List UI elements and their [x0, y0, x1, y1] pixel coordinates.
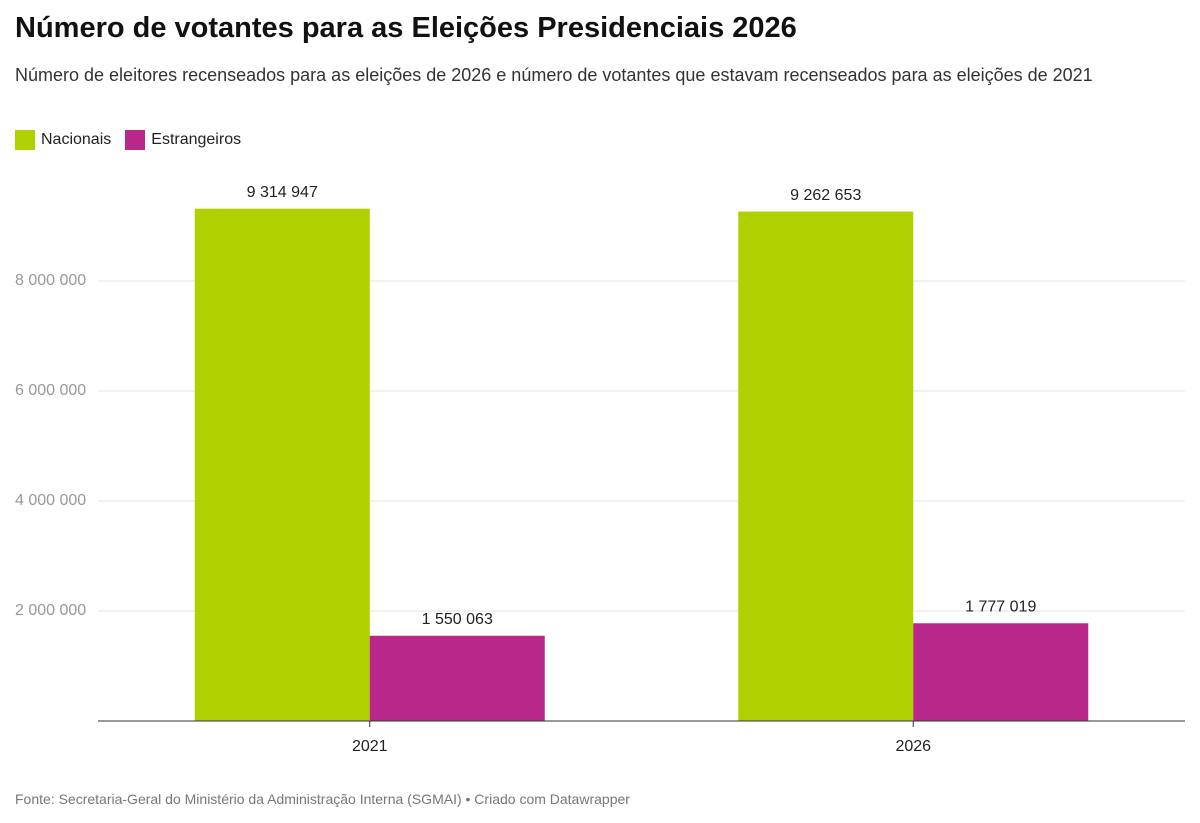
chart-subtitle: Número de eleitores recenseados para as …: [15, 65, 1093, 85]
chart-title: Número de votantes para as Eleições Pres…: [15, 12, 797, 44]
y-tick-label: 8 000 000: [15, 272, 86, 289]
y-tick-label: 6 000 000: [15, 382, 86, 399]
value-label: 1 777 019: [965, 598, 1036, 615]
legend-item: Estrangeiros: [125, 130, 241, 150]
y-tick-label: 4 000 000: [15, 492, 86, 509]
chart: 2 000 000 4 000 000 6 000 000 8 000 000 9 31…: [15, 184, 1185, 755]
legend-label: Nacionais: [41, 131, 112, 148]
value-label: 1 550 063: [422, 611, 493, 628]
legend-item: Nacionais: [15, 130, 111, 150]
legend-label: Estrangeiros: [151, 131, 242, 148]
bar: [369, 635, 545, 721]
bar: [913, 623, 1089, 721]
x-tick-label: 2026: [895, 738, 931, 755]
legend-swatch: [15, 130, 35, 150]
x-tick-label: 2021: [352, 738, 388, 755]
value-label: 9 262 653: [790, 187, 861, 204]
legend-swatch: [125, 130, 146, 150]
value-label: 9 314 947: [247, 184, 318, 201]
bar: [738, 211, 914, 722]
legend: Nacionais Estrangeiros: [15, 130, 241, 150]
source-note: Fonte: Secretaria-Geral do Ministério da…: [15, 791, 630, 807]
bar: [194, 208, 370, 721]
y-tick-label: 2 000 000: [15, 602, 86, 619]
